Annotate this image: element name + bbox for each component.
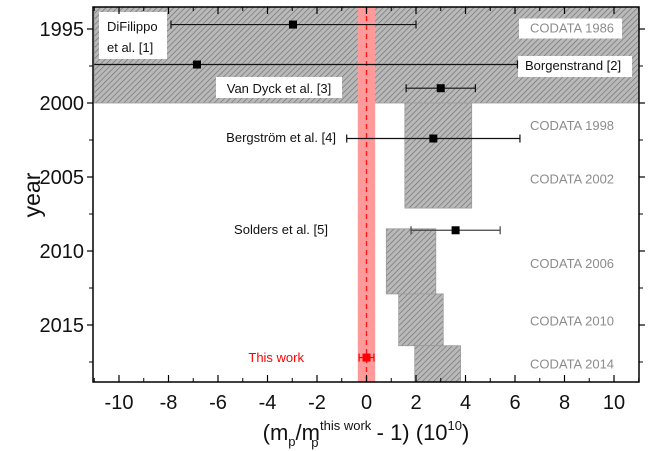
x-label-open: (m [263, 420, 289, 445]
y-axis-label: year [19, 172, 45, 217]
x-label-sub2: p [311, 435, 318, 450]
measurement-label: Borgenstrand [2] [525, 58, 621, 73]
x-tick-label: 2 [410, 392, 421, 414]
data-point [436, 84, 445, 93]
codata-label: CODATA 2010 [530, 314, 614, 329]
codata-label: CODATA 1986 [530, 21, 614, 36]
measurement-label-bg [518, 56, 632, 77]
x-label-exp: 10 [448, 418, 462, 433]
x-label-sup: this work [320, 418, 372, 433]
measurement-label: et al. [1] [107, 40, 153, 55]
codata-band [414, 345, 461, 382]
this-work-band [357, 7, 376, 382]
x-tick-label: -2 [308, 392, 326, 414]
codata-label: CODATA 1998 [530, 118, 614, 133]
x-tick-label: -4 [259, 392, 277, 414]
x-label-slash: /m [296, 420, 320, 445]
measurement-label: Solders et al. [5] [234, 222, 328, 237]
codata-label: CODATA 2014 [530, 356, 614, 371]
x-tick-label: 10 [603, 392, 625, 414]
data-point [429, 134, 438, 143]
data-point [451, 226, 460, 235]
measurement-label: Van Dyck et al. [3] [227, 81, 332, 96]
y-tick-label: 2015 [40, 315, 85, 337]
x-tick-label: -8 [160, 392, 178, 414]
measurement-label: Bergström et al. [4] [226, 130, 336, 145]
measurement-label-bg [216, 77, 342, 98]
x-tick-label: 6 [509, 392, 520, 414]
codata-band [398, 293, 444, 347]
this-work-uncertainty-band [357, 7, 376, 382]
codata-label: CODATA 2006 [530, 256, 614, 271]
x-tick-label: -6 [209, 392, 227, 414]
measurement-label-bg [99, 12, 167, 59]
data-point [192, 60, 201, 69]
x-tick-label: 0 [361, 392, 372, 414]
measurement-label: DiFilippo [107, 19, 158, 34]
x-label-close: ) [462, 420, 469, 445]
x-label-rest: - 1) (10 [371, 420, 448, 445]
codata-band [385, 228, 437, 295]
axes: -10 -8 -6 -4 -2 0 2 4 6 8 10 1995 2000 2005 2010 2015 [40, 6, 645, 414]
data-point [362, 353, 371, 362]
y-tick-label: 1995 [40, 19, 85, 41]
y-tick-label: 2010 [40, 241, 85, 263]
codata-label: CODATA 2002 [530, 171, 614, 186]
measurement-label: This work [248, 350, 304, 365]
x-tick-label: 4 [460, 392, 471, 414]
x-label-sub1: p [288, 434, 295, 449]
annotation-labels: CODATA 1986 CODATA 1998 CODATA 2002 CODATA … [99, 12, 632, 371]
data-point [288, 20, 297, 29]
x-tick-label: -10 [105, 392, 134, 414]
x-tick-label: 8 [559, 392, 570, 414]
codata-label-bg [519, 18, 622, 39]
x-axis-label: (mp/mthis work p - 1) (1010) [263, 418, 470, 450]
y-tick-label: 2005 [40, 167, 85, 189]
codata-band [404, 102, 473, 209]
data-points [94, 20, 521, 362]
y-tick-label: 2000 [40, 93, 85, 115]
